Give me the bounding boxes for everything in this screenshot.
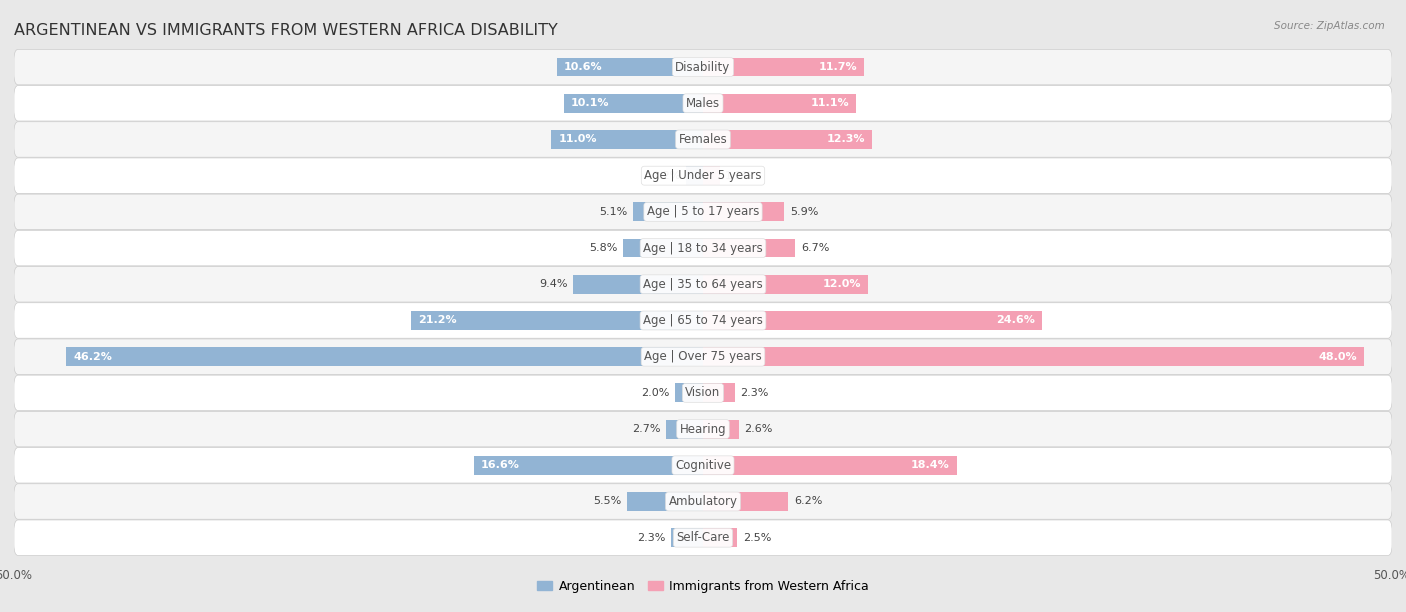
- Bar: [574, 275, 703, 294]
- FancyBboxPatch shape: [14, 303, 1392, 338]
- Text: 12.0%: 12.0%: [823, 279, 862, 289]
- Text: 16.6%: 16.6%: [481, 460, 520, 470]
- Bar: [686, 166, 703, 185]
- FancyBboxPatch shape: [14, 50, 1392, 85]
- Text: 10.1%: 10.1%: [571, 99, 609, 108]
- Text: Source: ZipAtlas.com: Source: ZipAtlas.com: [1274, 21, 1385, 31]
- Bar: [623, 239, 703, 258]
- Text: Age | 35 to 64 years: Age | 35 to 64 years: [643, 278, 763, 291]
- Text: Ambulatory: Ambulatory: [668, 495, 738, 508]
- Bar: [675, 384, 703, 402]
- Bar: [703, 166, 720, 185]
- Text: 11.0%: 11.0%: [558, 135, 596, 144]
- Text: 2.0%: 2.0%: [641, 388, 669, 398]
- Text: 18.4%: 18.4%: [911, 460, 949, 470]
- Text: 5.8%: 5.8%: [589, 243, 617, 253]
- Bar: [703, 492, 789, 511]
- Text: 11.7%: 11.7%: [818, 62, 858, 72]
- Bar: [703, 420, 738, 439]
- Text: 2.3%: 2.3%: [637, 532, 666, 543]
- Text: 1.2%: 1.2%: [652, 171, 681, 181]
- FancyBboxPatch shape: [14, 267, 1392, 302]
- FancyBboxPatch shape: [14, 230, 1392, 266]
- Bar: [703, 384, 735, 402]
- Bar: [551, 130, 703, 149]
- Bar: [703, 456, 956, 475]
- FancyBboxPatch shape: [14, 411, 1392, 447]
- Text: 5.1%: 5.1%: [599, 207, 627, 217]
- Bar: [703, 275, 869, 294]
- Bar: [703, 239, 796, 258]
- FancyBboxPatch shape: [14, 194, 1392, 230]
- Text: 10.6%: 10.6%: [564, 62, 602, 72]
- Bar: [411, 311, 703, 330]
- Text: 6.7%: 6.7%: [801, 243, 830, 253]
- Text: 46.2%: 46.2%: [73, 352, 112, 362]
- Text: Age | 18 to 34 years: Age | 18 to 34 years: [643, 242, 763, 255]
- FancyBboxPatch shape: [14, 158, 1392, 193]
- Text: Males: Males: [686, 97, 720, 110]
- FancyBboxPatch shape: [14, 375, 1392, 411]
- Text: 2.7%: 2.7%: [631, 424, 661, 434]
- Bar: [564, 94, 703, 113]
- Text: 9.4%: 9.4%: [540, 279, 568, 289]
- Bar: [703, 347, 1364, 366]
- Bar: [474, 456, 703, 475]
- FancyBboxPatch shape: [14, 520, 1392, 556]
- Text: 11.1%: 11.1%: [810, 99, 849, 108]
- Bar: [66, 347, 703, 366]
- Bar: [703, 94, 856, 113]
- Text: Age | 65 to 74 years: Age | 65 to 74 years: [643, 314, 763, 327]
- Text: 2.5%: 2.5%: [742, 532, 772, 543]
- FancyBboxPatch shape: [14, 339, 1392, 375]
- Bar: [703, 528, 738, 547]
- Text: 5.9%: 5.9%: [790, 207, 818, 217]
- Text: Age | 5 to 17 years: Age | 5 to 17 years: [647, 206, 759, 218]
- Bar: [703, 58, 865, 76]
- Bar: [633, 203, 703, 222]
- Bar: [671, 528, 703, 547]
- Text: Cognitive: Cognitive: [675, 459, 731, 472]
- Text: Disability: Disability: [675, 61, 731, 73]
- Text: Self-Care: Self-Care: [676, 531, 730, 544]
- Bar: [666, 420, 703, 439]
- Text: Age | Over 75 years: Age | Over 75 years: [644, 350, 762, 363]
- Text: 1.2%: 1.2%: [725, 171, 754, 181]
- Text: 24.6%: 24.6%: [997, 315, 1035, 326]
- Text: Females: Females: [679, 133, 727, 146]
- Text: ARGENTINEAN VS IMMIGRANTS FROM WESTERN AFRICA DISABILITY: ARGENTINEAN VS IMMIGRANTS FROM WESTERN A…: [14, 23, 558, 38]
- Legend: Argentinean, Immigrants from Western Africa: Argentinean, Immigrants from Western Afr…: [533, 575, 873, 598]
- Bar: [627, 492, 703, 511]
- Text: 21.2%: 21.2%: [418, 315, 457, 326]
- FancyBboxPatch shape: [14, 122, 1392, 157]
- FancyBboxPatch shape: [14, 86, 1392, 121]
- Text: Age | Under 5 years: Age | Under 5 years: [644, 169, 762, 182]
- Text: 12.3%: 12.3%: [827, 135, 866, 144]
- Bar: [703, 311, 1042, 330]
- Text: 6.2%: 6.2%: [794, 496, 823, 507]
- Text: 5.5%: 5.5%: [593, 496, 621, 507]
- Text: 48.0%: 48.0%: [1319, 352, 1358, 362]
- FancyBboxPatch shape: [14, 447, 1392, 483]
- Text: 2.3%: 2.3%: [740, 388, 769, 398]
- Text: Hearing: Hearing: [679, 423, 727, 436]
- Bar: [703, 203, 785, 222]
- Text: 2.6%: 2.6%: [744, 424, 773, 434]
- FancyBboxPatch shape: [14, 483, 1392, 519]
- Bar: [703, 130, 873, 149]
- Text: Vision: Vision: [685, 386, 721, 400]
- Bar: [557, 58, 703, 76]
